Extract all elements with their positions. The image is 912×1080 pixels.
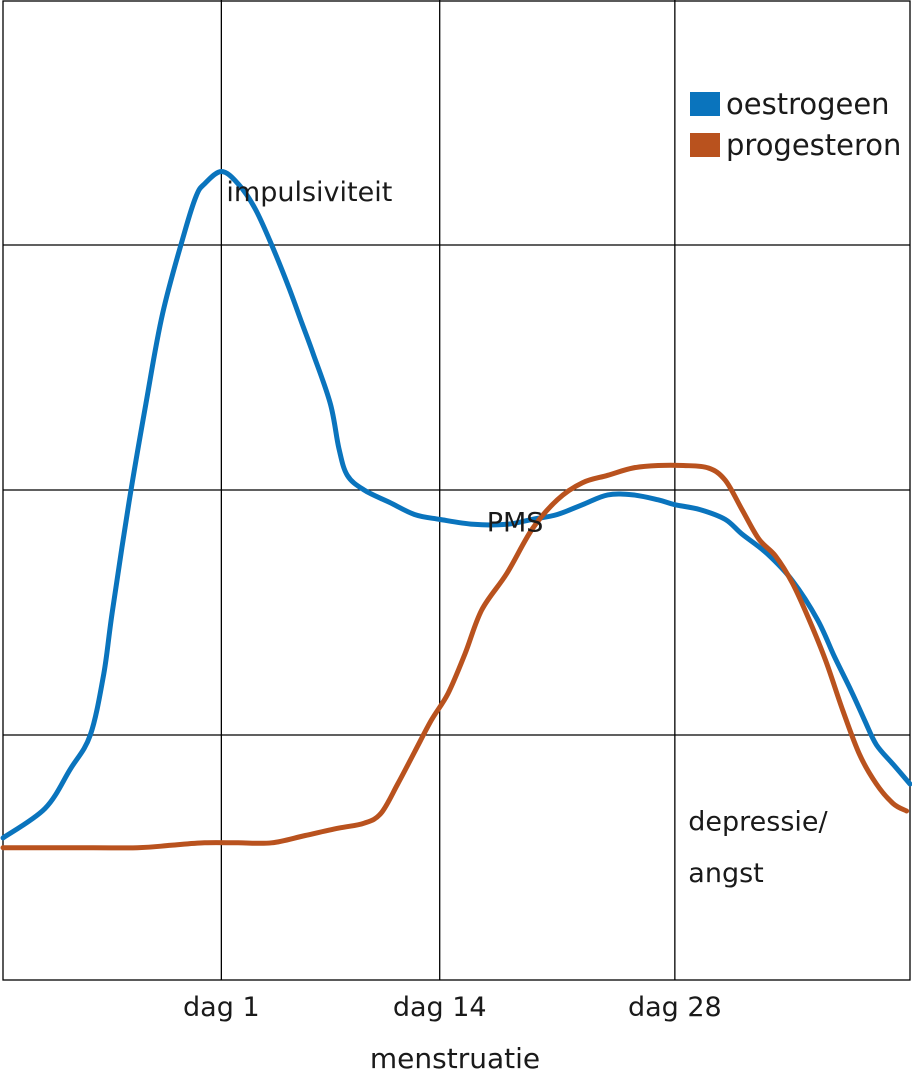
series-line-oestrogeen (0, 169, 912, 841)
chart-text: dag 1 dag 14 dag 28 impulsiviteit PMS depress… (183, 177, 828, 1075)
x-tick-label: dag 1 (183, 992, 260, 1023)
legend-label-oestrogeen: oestrogeen (726, 87, 890, 121)
legend-swatch-progesteron (690, 133, 720, 157)
legend-label-progesteron: progesteron (726, 128, 901, 162)
annotation-label: PMS (487, 508, 544, 539)
legend: oestrogeen progesteron (690, 87, 901, 162)
series-lines (0, 169, 912, 851)
series-line-progesteron (0, 462, 910, 851)
annotation-label: depressie/ (688, 807, 828, 838)
x-tick-label: dag 14 (393, 992, 487, 1023)
legend-swatch-oestrogeen (690, 92, 720, 116)
x-axis-label: menstruatie (370, 1042, 540, 1075)
x-tick-label: dag 28 (628, 992, 722, 1023)
annotation-label: angst (688, 858, 763, 889)
grid (2, 0, 911, 981)
annotation-label: impulsiviteit (226, 177, 392, 208)
